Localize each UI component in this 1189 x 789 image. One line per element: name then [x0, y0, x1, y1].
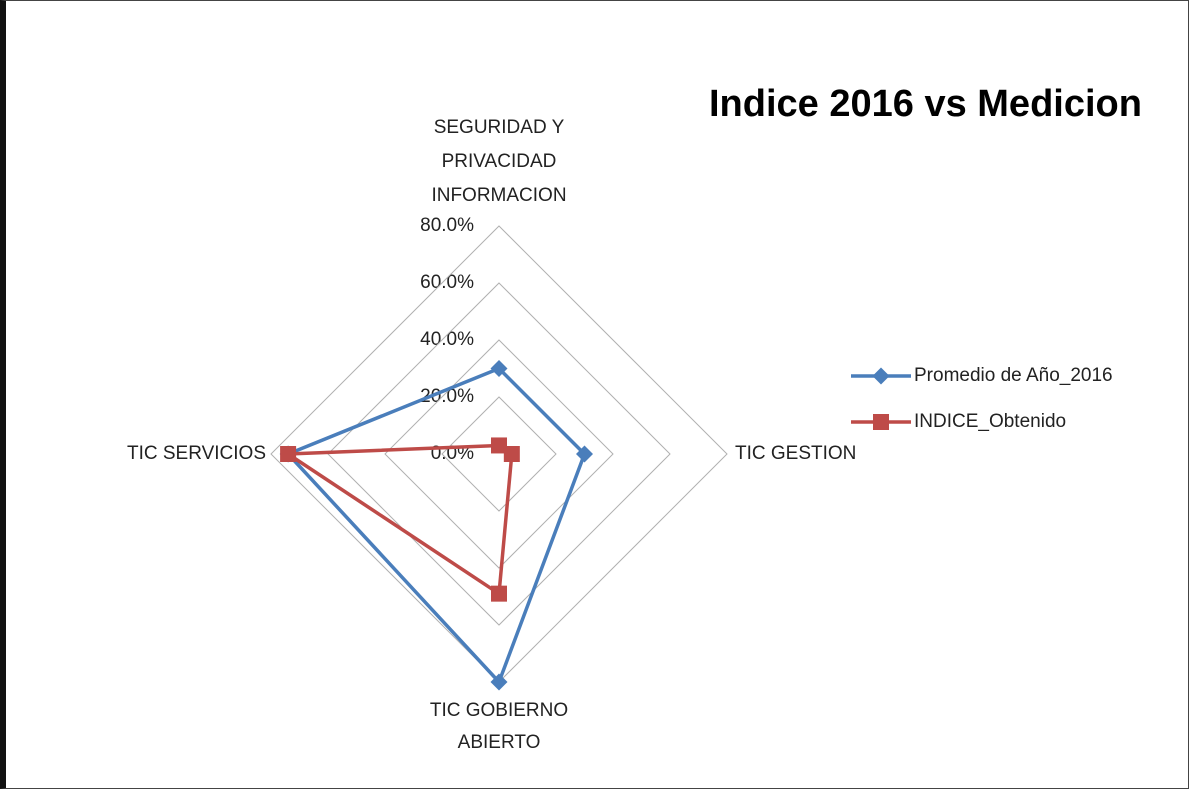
r-tick-label: 80.0% [420, 215, 474, 236]
marker [280, 446, 297, 462]
grid-ring [441, 396, 557, 512]
category-label: TIC SERVICIOS [126, 443, 266, 464]
marker [490, 673, 508, 691]
legend-label: INDICE_Obtenido [914, 411, 1066, 432]
grid-ring [270, 225, 728, 683]
legend-label: Promedio de Año_2016 [914, 365, 1113, 386]
marker [576, 445, 593, 463]
series-line [286, 443, 514, 596]
grid-ring [327, 282, 671, 626]
category-label: TIC GESTION [735, 443, 857, 464]
r-tick-label: 60.0% [420, 272, 474, 293]
marker [503, 446, 520, 462]
marker [491, 437, 507, 454]
category-label: SEGURIDAD Y PRIVACIDAD INFORMACION [431, 117, 567, 206]
r-tick-label: 40.0% [420, 329, 474, 350]
chart-title: Indice 2016 vs Medicion [709, 83, 1142, 125]
chart: Indice 2016 vs Medicion 0.0%20.0%40.0%60… [270, 83, 1142, 691]
marker [491, 585, 507, 602]
legend-marker [872, 367, 890, 385]
marker [490, 360, 508, 377]
series-line [286, 366, 587, 684]
legend-marker [873, 414, 889, 430]
grid-ring [384, 339, 614, 569]
category-label: TIC GOBIERNO ABIERTO [429, 700, 569, 753]
r-tick-label: 20.0% [420, 386, 474, 407]
